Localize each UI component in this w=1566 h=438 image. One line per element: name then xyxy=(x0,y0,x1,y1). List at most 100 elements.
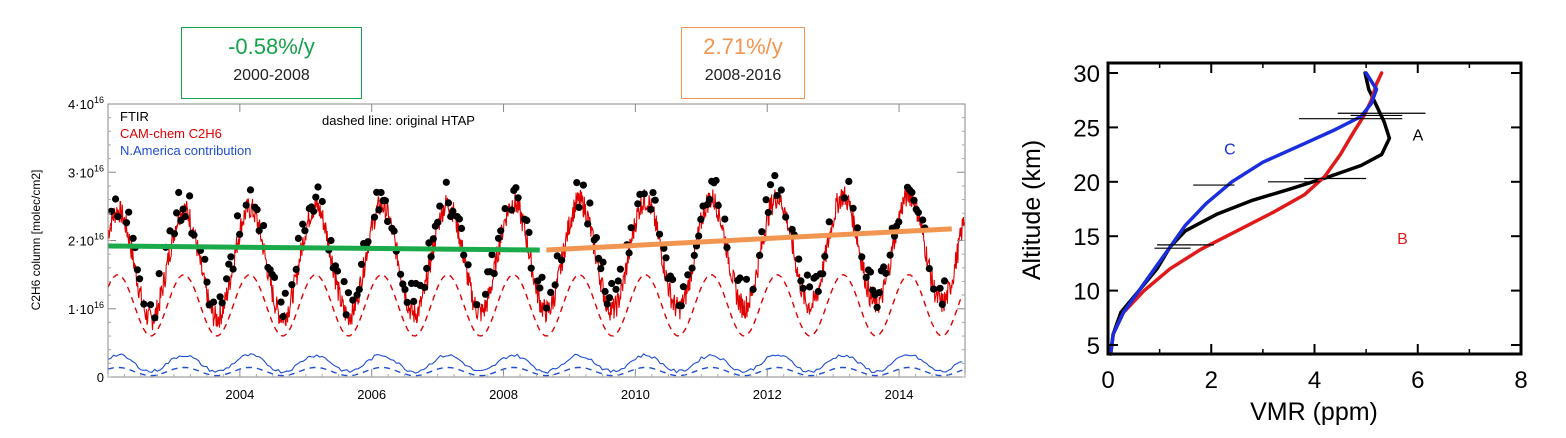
ftir-point xyxy=(390,227,398,235)
ftir-point xyxy=(536,284,544,292)
ftir-point xyxy=(253,206,261,214)
ftir-point xyxy=(875,289,883,297)
ftir-point xyxy=(640,190,648,198)
ftir-point xyxy=(625,249,633,257)
ftir-point xyxy=(721,215,729,223)
ftir-point xyxy=(216,293,224,301)
ftir-point xyxy=(714,201,722,209)
ftir-point xyxy=(333,267,342,275)
ftir-point xyxy=(840,194,849,202)
ftir-point xyxy=(355,285,363,294)
ftir-point xyxy=(246,186,255,194)
ftir-point xyxy=(260,222,268,230)
ftir-point xyxy=(647,205,655,213)
trend-box-2000-2008: -0.58%/y 2000-2008 xyxy=(181,27,362,99)
ftir-point xyxy=(288,281,296,289)
legend-ftir: FTIR xyxy=(120,109,149,124)
ftir-point xyxy=(277,298,285,306)
ftir-point xyxy=(695,232,703,240)
ftir-point xyxy=(299,220,307,228)
series-line-n-america-contribution xyxy=(107,353,963,374)
ftir-point xyxy=(677,302,685,310)
ftir-point xyxy=(938,300,946,308)
ftir-point xyxy=(690,251,698,259)
y-tick-label: 25 xyxy=(1073,115,1100,142)
ftir-point xyxy=(873,303,881,311)
x-tick-label: 6 xyxy=(1411,367,1424,394)
ftir-point xyxy=(736,274,744,282)
ftir-point xyxy=(375,206,383,214)
ftir-point xyxy=(777,186,785,194)
ftir-point xyxy=(427,253,435,261)
ftir-point xyxy=(410,297,418,305)
ftir-point xyxy=(758,228,766,236)
ftir-point xyxy=(421,283,429,292)
ftir-point xyxy=(858,253,866,261)
curve-label-b: B xyxy=(1397,231,1408,248)
ftir-point xyxy=(930,285,938,293)
ftir-point xyxy=(592,234,601,242)
ftir-point xyxy=(312,193,320,201)
ftir-point xyxy=(853,224,862,232)
ftir-point xyxy=(170,230,178,238)
ftir-point xyxy=(697,215,705,223)
ftir-point xyxy=(749,285,757,293)
ftir-point xyxy=(845,177,853,185)
series-line-n-america-contribution-original-htap- xyxy=(107,366,963,377)
y-tick-label: 5 xyxy=(1087,333,1100,360)
trend-rate-label: -0.58%/y xyxy=(228,34,315,59)
ftir-point xyxy=(190,231,198,239)
ftir-point xyxy=(527,264,535,272)
ftir-point xyxy=(364,238,372,246)
ftir-point xyxy=(908,188,916,196)
ftir-point xyxy=(344,289,352,297)
ftir-point xyxy=(357,260,366,268)
ftir-point xyxy=(175,188,183,197)
curve-label-c: C xyxy=(1224,142,1236,159)
legend-camchem: CAM-chem C2H6 xyxy=(120,126,222,141)
ftir-point xyxy=(457,224,466,232)
y-tick-label: 10 xyxy=(1073,279,1100,306)
ftir-point xyxy=(508,206,516,214)
ftir-point xyxy=(819,270,827,278)
ftir-point xyxy=(229,265,237,273)
ftir-point xyxy=(403,298,411,306)
trend-box-2008-2016: 2.71%/y 2008-2016 xyxy=(681,27,805,99)
ftir-point xyxy=(218,299,226,307)
ftir-point xyxy=(512,184,520,192)
ftir-point xyxy=(886,251,894,259)
ftir-point xyxy=(597,265,605,273)
ftir-point xyxy=(762,196,770,204)
ftir-point xyxy=(146,301,155,309)
y-tick-label: 15 xyxy=(1073,224,1100,251)
ftir-point xyxy=(203,278,211,286)
ftir-point xyxy=(849,204,857,212)
x-tick-label: 2010 xyxy=(621,387,650,402)
trend-period-label: 2008-2016 xyxy=(704,67,782,84)
ftir-point xyxy=(501,205,509,213)
ftir-point xyxy=(327,236,335,245)
ftir-point xyxy=(236,230,244,238)
ftir-point xyxy=(436,202,444,210)
ftir-point xyxy=(279,312,287,321)
ftir-point xyxy=(514,194,522,202)
ftir-point xyxy=(605,294,614,302)
ftir-point xyxy=(173,209,181,217)
ftir-point xyxy=(756,251,764,259)
profile-axes: 0 2 4 6 8 5 10 15 20 25 30 xyxy=(1073,61,1527,394)
ftir-point xyxy=(209,298,218,306)
ftir-point xyxy=(270,273,279,281)
ftir-point xyxy=(442,178,450,186)
ftir-point xyxy=(782,213,790,221)
ftir-point xyxy=(122,219,131,227)
x-tick-label: 2014 xyxy=(885,387,914,402)
curve-label-a: A xyxy=(1413,127,1424,144)
ftir-point xyxy=(705,195,714,203)
y-tick-label: 20 xyxy=(1073,170,1100,197)
ftir-point xyxy=(573,179,581,187)
ftir-point xyxy=(370,213,379,221)
ftir-point xyxy=(688,264,696,272)
ftir-point xyxy=(608,279,616,288)
ftir-point xyxy=(684,271,692,279)
ftir-point xyxy=(490,270,498,278)
